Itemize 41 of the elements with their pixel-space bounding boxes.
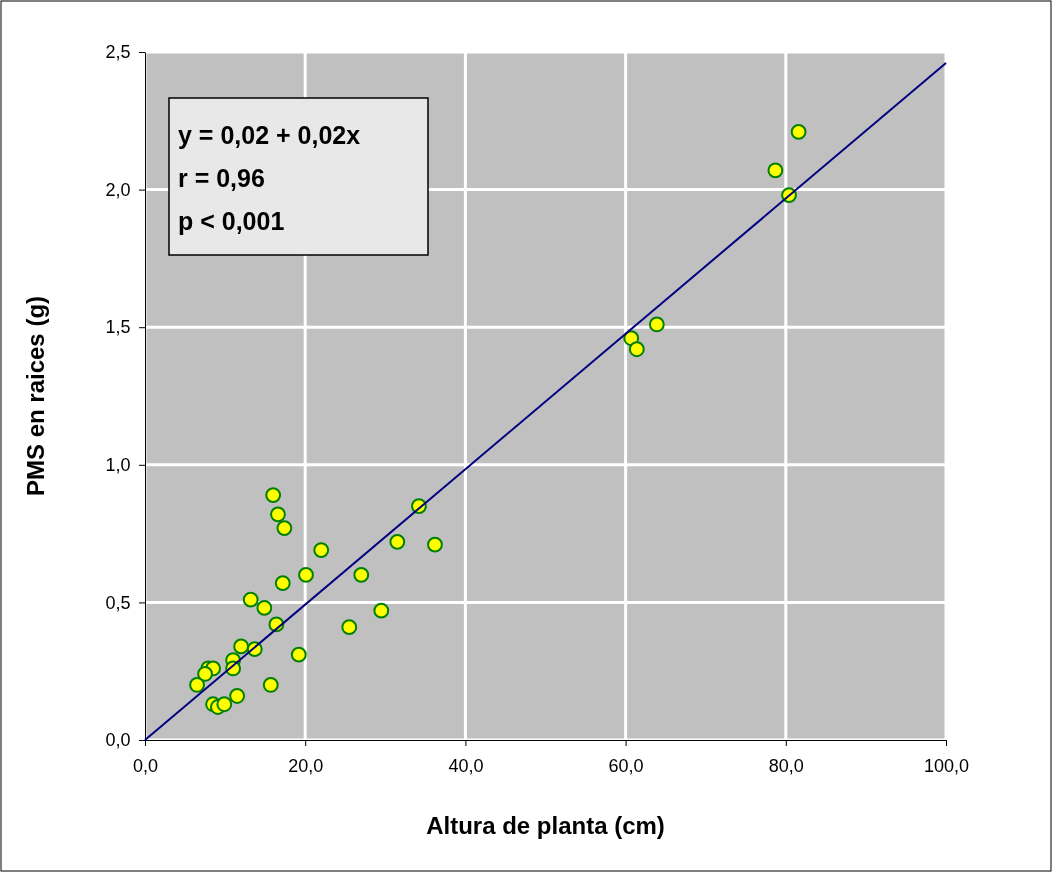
point xyxy=(767,162,784,179)
point xyxy=(373,602,390,619)
point xyxy=(353,566,370,583)
y-axis-title: PMS en raices (g) xyxy=(22,295,49,497)
point xyxy=(233,638,250,655)
point xyxy=(256,600,273,616)
point xyxy=(189,677,205,693)
point xyxy=(274,575,291,592)
annotation: y = 0,02 + 0,02x xyxy=(178,121,361,149)
point xyxy=(216,696,233,713)
y-tick-label: 1,0 xyxy=(105,455,131,476)
point xyxy=(341,619,358,636)
x-axis-title: Altura de planta (cm) xyxy=(426,812,665,839)
y-tick-label: 2,0 xyxy=(105,179,131,200)
point xyxy=(389,533,406,550)
x-tick-label: 60,0 xyxy=(608,756,644,777)
y-tick-label: 1,5 xyxy=(105,317,131,338)
point xyxy=(265,487,282,503)
point xyxy=(276,520,293,536)
annotation: r = 0,96 xyxy=(178,164,265,192)
point xyxy=(270,506,286,523)
point xyxy=(313,542,330,559)
point xyxy=(197,666,213,682)
x-tick-label: 20,0 xyxy=(288,756,324,777)
point xyxy=(229,688,246,704)
point xyxy=(648,316,665,333)
point xyxy=(790,123,807,140)
point xyxy=(427,536,443,553)
point xyxy=(628,341,645,358)
y-tick-label: 0,0 xyxy=(105,730,131,751)
point xyxy=(242,591,259,608)
y-tick-label: 2,5 xyxy=(105,42,131,63)
y-tick-label: 0,5 xyxy=(105,592,131,613)
x-tick-label: 0,0 xyxy=(132,756,159,777)
x-tick-label: 100,0 xyxy=(923,756,970,777)
point xyxy=(290,646,307,663)
point xyxy=(298,566,314,583)
x-tick-label: 40,0 xyxy=(448,756,484,777)
x-tick-label: 80,0 xyxy=(768,756,804,777)
point xyxy=(262,677,279,693)
annotation: p < 0,001 xyxy=(178,207,285,235)
